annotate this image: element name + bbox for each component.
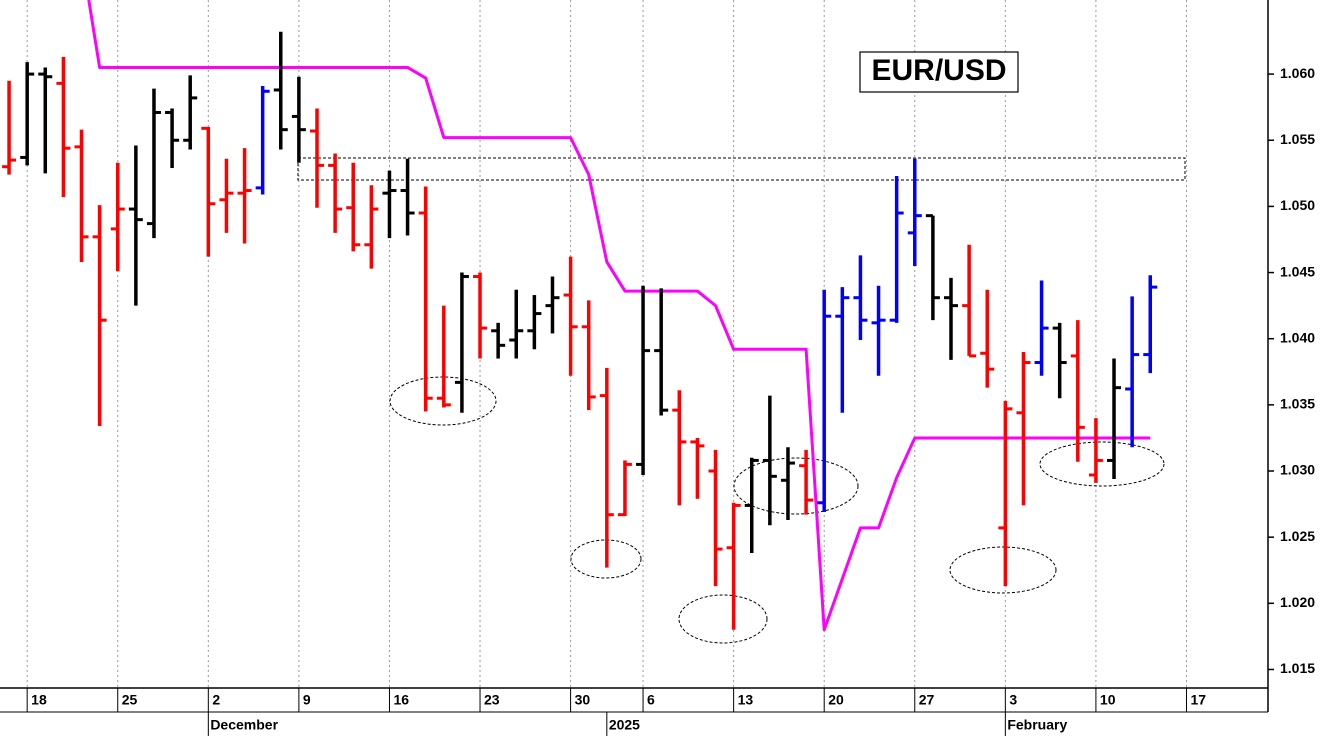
month-label: December <box>210 717 278 733</box>
y-tick-label: 1.040 <box>1280 329 1315 345</box>
x-tick-label: 30 <box>575 692 591 708</box>
x-tick-label: 9 <box>303 692 311 708</box>
x-tick-label: 2 <box>212 692 220 708</box>
x-tick-label: 6 <box>647 692 655 708</box>
y-tick-label: 1.020 <box>1280 594 1315 610</box>
x-tick-label: 10 <box>1100 692 1116 708</box>
x-tick-label: 27 <box>919 692 935 708</box>
x-tick-label: 23 <box>484 692 500 708</box>
axes: 1.015 1.020 1.025 1.030 1.035 1.040 1.045 1.050… <box>0 0 1315 736</box>
y-tick-label: 1.050 <box>1280 197 1315 213</box>
y-tick-label: 1.030 <box>1280 462 1315 478</box>
low-circle <box>733 457 859 515</box>
stop-line <box>87 0 1151 632</box>
plot <box>2 0 1158 632</box>
low-circle <box>570 539 642 579</box>
low-circle <box>678 594 768 644</box>
month-label: February <box>1007 717 1067 733</box>
low-circle <box>1039 441 1165 487</box>
y-tick-label: 1.060 <box>1280 65 1315 81</box>
x-tick-label: 13 <box>738 692 754 708</box>
y-tick-label: 1.015 <box>1280 660 1315 676</box>
x-tick-label: 20 <box>828 692 844 708</box>
x-tick-label: 18 <box>31 692 47 708</box>
annotations <box>297 157 1186 644</box>
x-tick-label: 16 <box>393 692 409 708</box>
x-tick-label: 17 <box>1190 692 1206 708</box>
x-tick-label: 3 <box>1009 692 1017 708</box>
low-circle <box>949 546 1057 594</box>
title-box <box>859 51 1019 93</box>
x-tick-label: 25 <box>122 692 138 708</box>
month-label: 2025 <box>609 717 640 733</box>
chart-title: EUR/USD <box>871 54 1006 87</box>
y-tick-label: 1.045 <box>1280 263 1315 279</box>
y-tick-label: 1.035 <box>1280 396 1315 412</box>
y-tick-label: 1.025 <box>1280 528 1315 544</box>
y-tick-label: 1.055 <box>1280 131 1315 147</box>
price-zone <box>297 157 1186 181</box>
